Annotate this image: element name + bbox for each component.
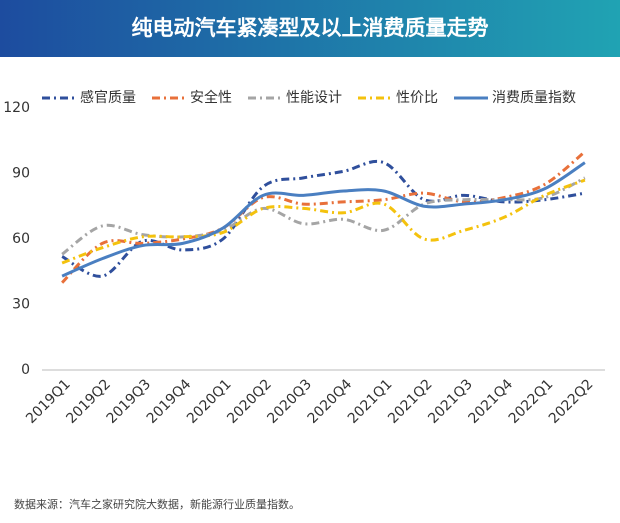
source-note: 数据来源：汽车之家研究院大数据，新能源行业质量指数。: [14, 497, 300, 511]
y-tick-label: 30: [12, 297, 30, 313]
legend-label: 安全性: [190, 89, 232, 106]
legend-label: 消费质量指数: [492, 90, 576, 106]
title-banner: [0, 0, 620, 57]
legend-label: 感官质量: [80, 89, 136, 106]
series-line: [61, 159, 586, 278]
y-tick-label: 90: [12, 166, 30, 182]
y-tick-label: 60: [12, 231, 30, 247]
series-line: [61, 161, 586, 278]
series-line: [61, 178, 586, 265]
chart-title: 纯电动汽车紧凑型及以上消费质量走势: [132, 16, 489, 40]
legend-label: 性能设计: [286, 90, 342, 106]
x-tick-label: 2022Q2: [546, 376, 597, 427]
y-tick-label: 120: [3, 100, 30, 116]
legend-label: 性价比: [396, 90, 438, 106]
y-tick-label: 0: [21, 362, 30, 378]
series-line: [61, 150, 586, 284]
